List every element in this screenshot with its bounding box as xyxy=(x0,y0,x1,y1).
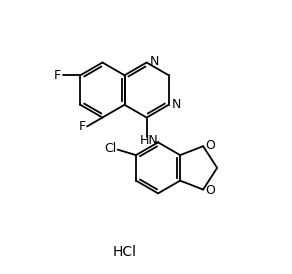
Text: N: N xyxy=(172,98,181,111)
Text: Cl: Cl xyxy=(104,142,116,155)
Text: F: F xyxy=(79,120,86,133)
Text: O: O xyxy=(205,184,215,196)
Text: O: O xyxy=(205,139,215,152)
Text: HCl: HCl xyxy=(112,246,137,259)
Text: N: N xyxy=(150,55,159,68)
Text: HN: HN xyxy=(140,134,159,147)
Text: F: F xyxy=(54,69,61,82)
